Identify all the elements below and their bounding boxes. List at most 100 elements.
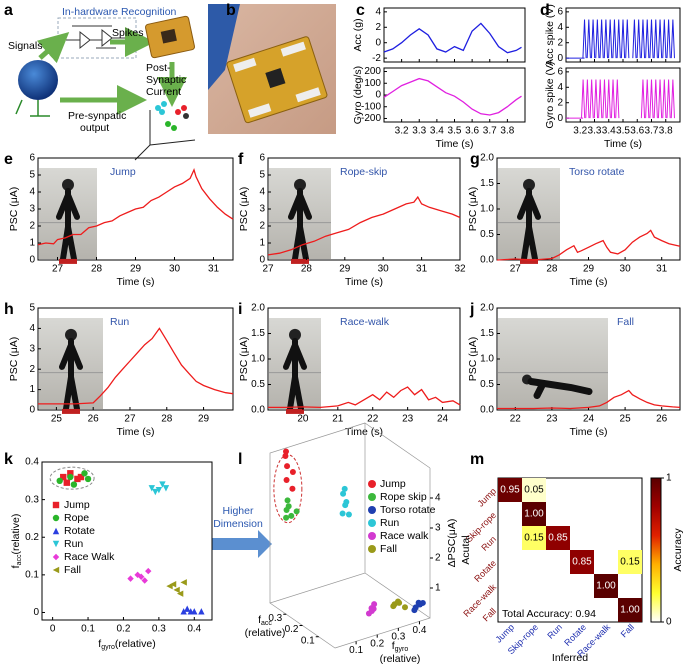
- scatter-point: [127, 575, 134, 582]
- annotation: Torso rotate: [569, 166, 625, 178]
- y-tick-label: 6: [259, 153, 265, 164]
- spike: [670, 19, 675, 59]
- y-axis-label: PSC (μA): [467, 337, 479, 382]
- spike: [640, 79, 646, 119]
- cell-label: 0.15: [524, 533, 544, 544]
- axis-label-part: f: [392, 640, 395, 652]
- scatter-point: [169, 581, 177, 588]
- y-tick-label: 1.5: [480, 328, 494, 339]
- diagram-title: In-hardware Recognition: [62, 6, 177, 18]
- x-tick-label: 23: [546, 414, 558, 425]
- arrow-label: Higher: [223, 505, 254, 517]
- legend-marker: [368, 506, 376, 514]
- scatter-point: [284, 497, 291, 504]
- x-tick-label: 31: [208, 264, 220, 275]
- spike: [632, 19, 637, 59]
- x-tick-label: 3.7: [645, 126, 659, 137]
- annotation: Fall: [617, 316, 634, 328]
- x-tick-label: 29: [339, 264, 351, 275]
- y-tick-label: 4: [259, 187, 265, 198]
- x-tick-label: 3.7: [483, 126, 497, 137]
- scatter-point: [288, 512, 295, 519]
- photo: [498, 168, 560, 264]
- x-tick-label: 32: [454, 264, 466, 275]
- y-tick-label: 0: [29, 255, 35, 266]
- legend-label: Fall: [380, 543, 397, 555]
- x-tick-label: 0.3: [391, 632, 405, 643]
- sleeve: [208, 4, 240, 90]
- y-tick-label: 2.0: [480, 303, 494, 314]
- matrix-cell: [522, 526, 546, 550]
- x-tick-label: 30: [620, 264, 632, 275]
- x-tick-label: 29: [198, 414, 210, 425]
- x-axis-label: Time (s): [604, 138, 642, 150]
- axes-icon: [15, 99, 50, 117]
- spike: [602, 79, 607, 119]
- legend-marker: [52, 514, 60, 522]
- spike: [649, 19, 654, 59]
- y-tick-label: 2: [259, 221, 265, 232]
- data-line: [37, 168, 234, 246]
- scatter-point: [345, 511, 352, 518]
- y-axis-label: PSC (μA): [467, 187, 479, 232]
- spike: [595, 19, 600, 59]
- cell-label: 0.05: [524, 485, 544, 496]
- plot-frame: [383, 67, 526, 123]
- scatter-point: [148, 485, 155, 492]
- colorbar-label: Accuracy: [672, 528, 684, 572]
- y-tick-label: 0: [375, 90, 381, 101]
- x-tick-label: 28: [546, 264, 558, 275]
- y-tick-label: 2.0: [480, 153, 494, 164]
- y-tick-label: 6: [29, 153, 35, 164]
- legend-marker: [52, 540, 60, 548]
- matrix-cell: [570, 550, 594, 574]
- scatter-point: [283, 506, 290, 513]
- panel-label: m: [470, 451, 484, 468]
- spike: [590, 19, 596, 59]
- diagram-label: Signals: [8, 40, 42, 52]
- axis-label-part: gyro: [101, 644, 115, 651]
- y-tick-label: 0.0: [251, 405, 265, 416]
- spike: [615, 79, 620, 119]
- legend-label: Run: [64, 538, 83, 550]
- column-label: Run: [545, 622, 564, 641]
- y-axis-label: Gyro (deg/s): [352, 66, 364, 124]
- x-tick-label: 31: [416, 264, 428, 275]
- pcb: [226, 36, 328, 124]
- spike: [662, 19, 667, 59]
- x-tick-label: 28: [91, 264, 103, 275]
- y-tick-label: 0.5: [480, 229, 494, 240]
- spike: [657, 79, 663, 119]
- box-3d: [269, 422, 431, 649]
- x-tick-label: 3.6: [630, 126, 644, 137]
- y-tick-label: 0.3: [268, 613, 282, 624]
- spike: [657, 19, 663, 59]
- axis-label: facc: [258, 614, 272, 628]
- axis-label: facc(relative): [10, 514, 24, 569]
- legend-label: Fall: [64, 564, 81, 576]
- y-tick-label: 4: [29, 187, 35, 198]
- x-axis-label: Time (s): [116, 276, 154, 288]
- x-tick-label: 0.3: [152, 624, 166, 635]
- photo-bg: [498, 318, 608, 409]
- scatter-point: [56, 477, 63, 485]
- annotation: Jump: [110, 166, 136, 178]
- sensor-sphere: [18, 60, 58, 100]
- legend-label: Race Walk: [64, 551, 115, 563]
- x-tick-label: 22: [510, 414, 522, 425]
- x-tick-label: 3.8: [659, 126, 673, 137]
- x-tick-label: 22: [367, 414, 379, 425]
- y-tick-label: 4: [557, 82, 563, 93]
- shoes: [520, 258, 538, 264]
- y-axis-label: Acutal: [460, 535, 472, 564]
- x-axis-label: Time (s): [116, 426, 154, 438]
- x-tick-label: 3.5: [616, 126, 630, 137]
- scatter-point: [282, 453, 289, 460]
- panel-label: b: [226, 2, 236, 19]
- scatter-point: [283, 476, 290, 483]
- annotation: Total Accuracy: 0.94: [502, 608, 596, 620]
- y-tick-label: 0.0: [480, 255, 494, 266]
- y-tick-label: 6: [557, 66, 563, 77]
- x-tick-label: 27: [510, 264, 522, 275]
